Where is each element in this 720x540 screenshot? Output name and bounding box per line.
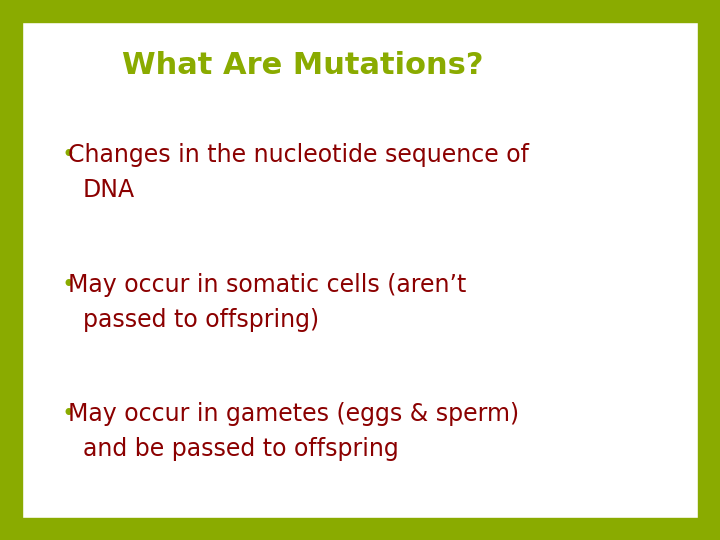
Bar (0, 0, 22, 540)
Bar (0, 518, 720, 540)
Text: •: • (61, 273, 75, 296)
Text: and be passed to offspring: and be passed to offspring (83, 437, 399, 461)
Text: May occur in somatic cells (aren’t: May occur in somatic cells (aren’t (68, 273, 467, 296)
Text: •: • (61, 143, 75, 167)
Text: passed to offspring): passed to offspring) (83, 308, 319, 332)
Text: •: • (61, 402, 75, 426)
Text: What Are Mutations?: What Are Mutations? (122, 51, 484, 80)
Text: DNA: DNA (83, 178, 135, 202)
Text: Changes in the nucleotide sequence of: Changes in the nucleotide sequence of (68, 143, 529, 167)
Bar (0, 0, 720, 22)
Text: May occur in gametes (eggs & sperm): May occur in gametes (eggs & sperm) (68, 402, 520, 426)
Bar (698, 0, 720, 540)
